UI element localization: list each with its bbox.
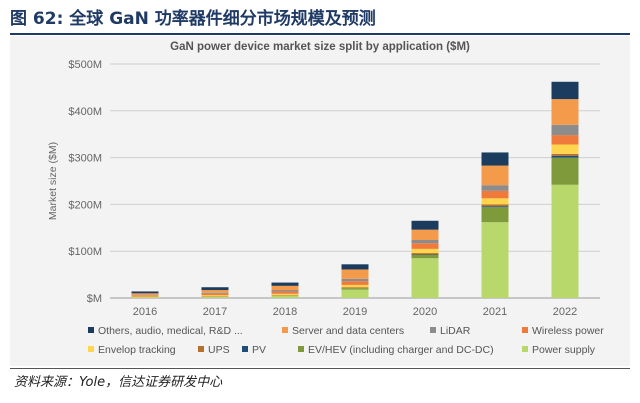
bar-segment: [341, 281, 369, 285]
y-tick-label: $400M: [68, 106, 102, 118]
stacked-bar-chart: GaN power device market size split by ap…: [47, 41, 604, 356]
bar-segment: [481, 207, 509, 223]
legend-label: EV/HEV (including charger and DC-DC): [308, 344, 494, 356]
bar-segment: [201, 290, 229, 293]
bar-segment: [551, 157, 579, 185]
y-tick-label: $300M: [68, 153, 102, 165]
bar-segment: [341, 288, 369, 290]
y-tick-label: $500M: [68, 59, 102, 71]
bar-segment: [481, 190, 509, 199]
bar-segment: [551, 99, 579, 125]
bar-segment: [411, 248, 439, 254]
source-divider: [10, 368, 630, 369]
chart-title: GaN power device market size split by ap…: [170, 41, 470, 53]
y-axis-label: Market size ($M): [47, 142, 59, 220]
bar-segment: [551, 81, 579, 100]
bar-segment: [201, 296, 229, 298]
chart-panel: GaN power device market size split by ap…: [10, 36, 630, 366]
x-tick-label: 2020: [413, 306, 437, 318]
bar-segment: [481, 206, 509, 208]
y-tick-label: $200M: [68, 199, 102, 211]
x-tick-label: 2019: [343, 306, 367, 318]
legend-swatch: [88, 346, 94, 352]
bar-segment: [551, 184, 579, 298]
source-note: 资料来源：Yole，信达证券研发中心: [14, 375, 223, 390]
bar-segment: [411, 239, 439, 244]
legend-swatch: [282, 327, 288, 333]
bar-segment: [341, 287, 369, 289]
x-tick-label: 2018: [273, 306, 297, 318]
bar-segment: [551, 135, 579, 145]
legend-label: PV: [252, 344, 266, 356]
x-tick-label: 2016: [133, 306, 157, 318]
bar-segment: [481, 222, 509, 298]
bar-segment: [411, 258, 439, 298]
bar-segment: [341, 264, 369, 270]
bar-segment: [201, 293, 229, 296]
bar-segment: [341, 269, 369, 279]
legend-swatch: [430, 327, 436, 333]
bar-segment: [481, 185, 509, 191]
legend-label: UPS: [208, 344, 230, 356]
bar-segment: [271, 290, 299, 292]
bar-segment: [271, 296, 299, 298]
bar-segment: [481, 165, 509, 186]
bar-segment: [131, 295, 159, 297]
bar-segment: [551, 155, 579, 158]
bar-segment: [271, 293, 299, 296]
legend-label: Power supply: [532, 344, 596, 356]
y-tick-label: $M: [87, 293, 102, 305]
legend-label: Wireless power: [532, 325, 604, 337]
bar-segment: [341, 284, 369, 288]
bar-segment: [271, 282, 299, 286]
bar-segment: [411, 220, 439, 230]
bar-segment: [271, 291, 299, 294]
bar-segment: [341, 278, 369, 282]
bar-segment: [201, 292, 229, 294]
legend-label: LiDAR: [440, 325, 471, 337]
bar-segment: [201, 287, 229, 291]
bar-segment: [411, 229, 439, 240]
bar-segment: [131, 297, 159, 298]
legend-swatch: [242, 346, 248, 352]
figure-title: 图 62: 全球 GaN 功率器件细分市场规模及预测: [10, 9, 376, 29]
x-tick-label: 2021: [483, 306, 507, 318]
bar-segment: [411, 243, 439, 249]
bar-segment: [201, 295, 229, 297]
bar-segment: [551, 124, 579, 136]
legend-swatch: [522, 327, 528, 333]
bar-segment: [131, 291, 159, 294]
y-tick-label: $100M: [68, 246, 102, 258]
legend-swatch: [88, 327, 94, 333]
legend-swatch: [298, 346, 304, 352]
bar-segment: [271, 285, 299, 291]
legend-swatch: [198, 346, 204, 352]
bar-segment: [411, 253, 439, 255]
legend-label: Others, audio, medical, R&D ...: [98, 325, 243, 337]
bar-segment: [131, 293, 159, 296]
legend-label: Envelop tracking: [98, 344, 176, 356]
x-tick-label: 2022: [553, 306, 577, 318]
bar-segment: [551, 144, 579, 154]
bar-segment: [341, 289, 369, 298]
title-divider: [10, 33, 630, 35]
bar-segment: [481, 198, 509, 205]
legend-swatch: [522, 346, 528, 352]
bar-segment: [481, 204, 509, 207]
legend-label: Server and data centers: [292, 325, 404, 337]
bar-segment: [481, 152, 509, 166]
bar-segment: [411, 254, 439, 259]
bar-segment: [551, 153, 579, 156]
x-tick-label: 2017: [203, 306, 227, 318]
